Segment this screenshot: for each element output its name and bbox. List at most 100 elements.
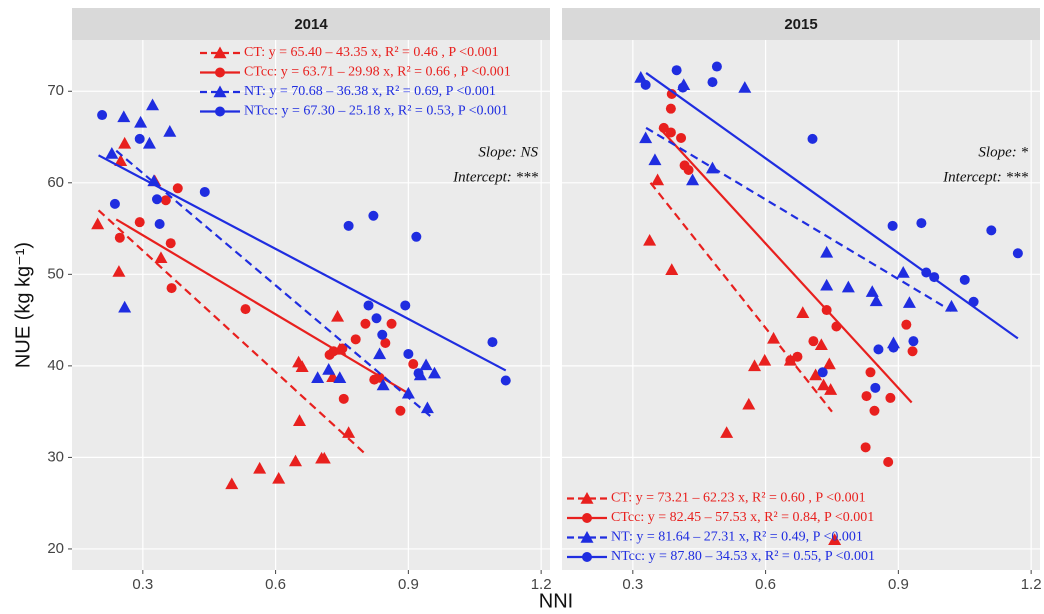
point [873, 344, 884, 355]
point [865, 285, 879, 297]
point [338, 393, 349, 404]
x-tick-label: 1.2 [531, 576, 552, 593]
legend-marker [580, 531, 594, 543]
point [869, 294, 883, 307]
point [112, 265, 126, 277]
x-tick-label: 1.2 [1021, 576, 1042, 593]
point [380, 337, 391, 348]
x-tick-label: 0.3 [622, 576, 643, 593]
point [902, 296, 916, 308]
point [738, 81, 752, 93]
point [887, 220, 898, 231]
point [671, 65, 682, 76]
point [883, 456, 894, 467]
point [134, 133, 145, 144]
point [117, 110, 131, 123]
x-axis-label: NNI [539, 590, 573, 612]
fit-line [645, 126, 953, 312]
point [870, 382, 881, 393]
point [831, 321, 842, 332]
point [824, 383, 838, 395]
fit-line [649, 182, 833, 413]
point [686, 173, 700, 186]
point [865, 367, 876, 378]
point [118, 300, 132, 313]
legend-marker [215, 67, 225, 78]
point [929, 272, 940, 283]
fit-line [658, 127, 913, 404]
point [643, 233, 657, 246]
point [253, 461, 267, 474]
fit-line [115, 149, 432, 418]
strip-background [562, 8, 1040, 40]
x-tick-label: 0.9 [398, 576, 419, 593]
point [114, 232, 125, 243]
point [665, 127, 676, 138]
point [371, 313, 382, 324]
strip-background [72, 8, 550, 40]
point [311, 371, 325, 383]
point [165, 238, 176, 249]
y-tick-label: 30 [47, 448, 64, 465]
point [91, 217, 105, 230]
legend-label: NT: y = 81.64 – 27.31 x, R² = 0.49, P <0… [611, 530, 863, 545]
annotation: Slope: NS [478, 144, 538, 160]
point [118, 136, 132, 149]
point [373, 347, 387, 360]
point [705, 161, 719, 174]
legend-label: CT: y = 73.21 – 62.23 x, R² = 0.60 , P <… [611, 491, 866, 506]
y-tick-label: 60 [47, 174, 64, 191]
plot-background [562, 40, 1040, 570]
point [363, 300, 374, 311]
point [377, 329, 388, 340]
point [665, 103, 676, 114]
point [272, 471, 286, 484]
point [411, 231, 422, 242]
point [885, 392, 896, 403]
point [817, 378, 831, 391]
point [648, 153, 662, 166]
point [403, 348, 414, 359]
point [968, 296, 979, 307]
point [166, 283, 177, 294]
point [888, 342, 899, 353]
point [427, 366, 441, 379]
fit-line [97, 209, 365, 454]
point [160, 195, 171, 206]
legend-label: CTcc: y = 63.71 – 29.98 x, R² = 0.66 , P… [244, 65, 511, 80]
point [792, 351, 803, 362]
point [921, 267, 932, 278]
point [796, 306, 810, 318]
point [146, 98, 160, 111]
point [386, 318, 397, 329]
legend-label: CT: y = 65.40 – 43.35 x, R² = 0.46 , P <… [244, 45, 499, 60]
plot-background [72, 40, 550, 570]
panel-title: 2015 [784, 16, 817, 33]
point [342, 426, 356, 438]
point [807, 133, 818, 144]
point [1012, 248, 1023, 259]
point [295, 360, 309, 372]
point [720, 426, 734, 438]
point [109, 198, 120, 209]
y-tick-label: 70 [47, 82, 64, 99]
point [376, 378, 390, 391]
point [350, 334, 361, 345]
point [814, 338, 828, 351]
x-tick-label: 0.9 [888, 576, 909, 593]
point [820, 245, 834, 258]
point [959, 274, 970, 285]
point [907, 346, 918, 357]
fit-line [645, 72, 1019, 340]
point [944, 299, 958, 312]
point [333, 371, 347, 383]
point [820, 278, 834, 291]
point [767, 331, 781, 344]
point [665, 263, 679, 275]
legend-marker [580, 492, 594, 504]
point [640, 79, 651, 90]
x-tick-label: 0.6 [755, 576, 776, 593]
point [420, 401, 434, 414]
point [986, 225, 997, 236]
point [500, 375, 511, 386]
